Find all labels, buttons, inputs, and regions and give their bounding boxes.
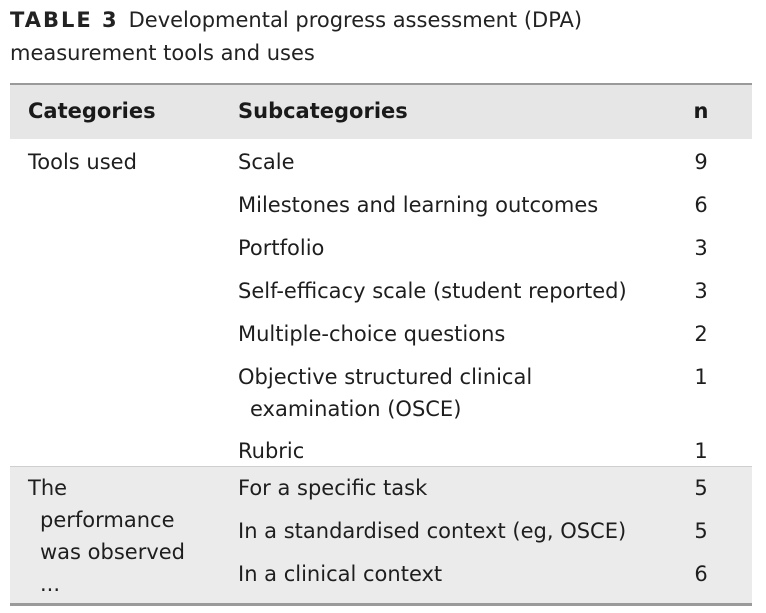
caption-line-2: measurement tools and uses (10, 41, 315, 65)
data-table: Categories Subcategories n Tools used Sc… (10, 83, 752, 606)
category-cell: Tools used (28, 146, 208, 178)
subcategory-cell: Portfolio (238, 232, 658, 264)
table-header-row: Categories Subcategories n (10, 83, 752, 139)
category-line: Tools used (28, 150, 137, 174)
subcategory-cell: Scale (238, 146, 658, 178)
n-cell: 6 (694, 193, 708, 217)
category-line: performance (40, 508, 175, 532)
subcategory-cell: Multiple-choice questions (238, 318, 658, 350)
n-cell: 2 (694, 322, 708, 346)
subcategory-cell: For a specific task (238, 472, 658, 504)
table-label: TABLE 3 (10, 8, 119, 32)
category-line: The (28, 476, 68, 500)
category-line: ... (40, 572, 61, 596)
subcategory-line: For a specific task (238, 476, 428, 500)
n-cell: 5 (694, 519, 708, 543)
n-cell: 6 (694, 562, 708, 586)
table-group-tools-used: Tools used Scale 9 Milestones and learni… (10, 139, 752, 466)
table-title: Developmental progress assessment (DPA) (128, 8, 583, 32)
subcategory-cell: Self-efficacy scale (student reported) (238, 275, 658, 307)
n-cell: 3 (694, 236, 708, 260)
subcategory-line: Portfolio (238, 236, 325, 260)
category-cell: The performance was observed ... (28, 472, 208, 600)
subcategory-cell: In a clinical context (238, 558, 658, 590)
header-subcategories: Subcategories (238, 99, 408, 123)
n-cell: 1 (694, 365, 708, 389)
category-line: was observed (40, 540, 186, 564)
subcategory-line: Multiple-choice questions (238, 322, 506, 346)
subcategory-line: In a clinical context (238, 562, 443, 586)
subcategory-line: Self-efficacy scale (student reported) (238, 279, 627, 303)
n-cell: 3 (694, 279, 708, 303)
subcategory-line: Objective structured clinical (238, 365, 533, 389)
table-caption: TABLE 3 Developmental progress assessment… (10, 4, 750, 70)
n-cell: 9 (694, 150, 708, 174)
table-group-performance-observed: The performance was observed ... For a s… (10, 466, 752, 606)
header-n: n (693, 99, 709, 123)
header-categories: Categories (28, 99, 156, 123)
subcategory-cell: Objective structured clinical examinatio… (238, 361, 658, 425)
n-cell: 1 (694, 439, 708, 463)
n-cell: 5 (694, 476, 708, 500)
subcategory-line: In a standardised context (eg, OSCE) (238, 519, 627, 543)
subcategory-cell: In a standardised context (eg, OSCE) (238, 515, 658, 547)
subcategory-line: Rubric (238, 439, 305, 463)
caption-line-1: TABLE 3 Developmental progress assessment… (10, 4, 750, 37)
subcategory-line: Scale (238, 150, 295, 174)
subcategory-line: Milestones and learning outcomes (238, 193, 599, 217)
subcategory-cell: Rubric (238, 435, 658, 467)
subcategory-cell: Milestones and learning outcomes (238, 189, 658, 221)
subcategory-line: examination (OSCE) (250, 397, 462, 421)
